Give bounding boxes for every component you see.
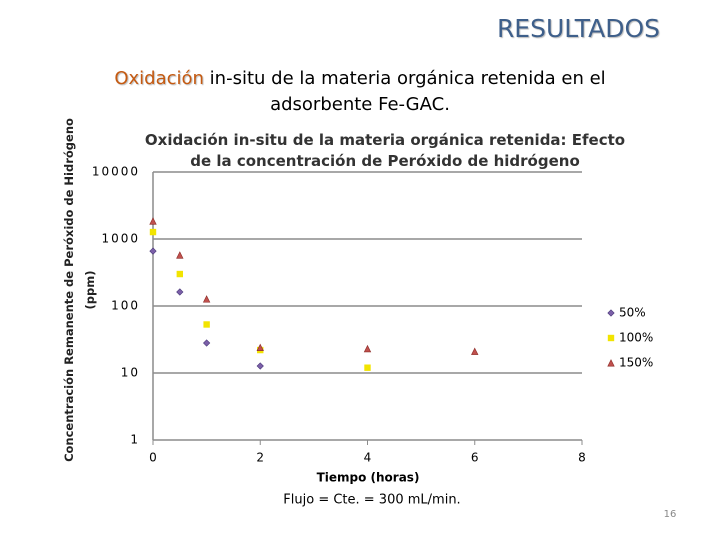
legend-label: 50%: [619, 306, 646, 320]
legend-label: 100%: [619, 331, 653, 345]
data-point: [364, 364, 371, 371]
data-point: [149, 228, 157, 236]
data-point: [176, 270, 184, 278]
x-tick-label: 2: [256, 451, 264, 465]
y-tick-label: 1000: [101, 232, 140, 246]
y-tick-label: 10000: [92, 165, 140, 179]
data-point: [202, 295, 211, 303]
data-point: [471, 347, 479, 355]
subtitle-text: in-situ de la materia orgánica retenida …: [209, 68, 606, 89]
subtitle-text: adsorbente Fe-GAC.: [270, 94, 450, 115]
x-tick-label: 6: [471, 451, 479, 465]
y-tick-label: 10: [121, 366, 140, 380]
subtitle: Oxidación in-situ de la materia orgánica…: [60, 66, 660, 118]
page-number: 16: [664, 509, 677, 520]
data-point: [149, 217, 157, 225]
data-point: [176, 251, 184, 259]
data-point: [256, 362, 264, 370]
slide-title: RESULTADOS: [496, 14, 660, 43]
x-tick-label: 4: [364, 451, 372, 465]
data-point: [203, 339, 211, 347]
legend-label: 150%: [619, 356, 653, 370]
x-tick-label: 0: [149, 451, 157, 465]
y-tick-label: 100: [111, 299, 140, 313]
x-tick-label: 8: [578, 451, 586, 465]
legend-marker: [607, 359, 615, 367]
data-point: [203, 321, 210, 328]
subtitle-highlight: Oxidación: [114, 68, 204, 89]
data-point: [176, 288, 184, 296]
legend-marker: [607, 334, 615, 342]
chart-title: Oxidación in-situ de la materia orgánica…: [144, 131, 626, 170]
data-point: [256, 343, 264, 352]
legend-marker: [607, 309, 615, 317]
x-axis-title: Tiempo (horas): [317, 471, 420, 485]
data-point: [149, 247, 157, 255]
y-tick-label: 1: [130, 433, 140, 447]
footer-note: Flujo = Cte. = 300 mL/min.: [283, 493, 460, 508]
data-point: [363, 344, 372, 353]
